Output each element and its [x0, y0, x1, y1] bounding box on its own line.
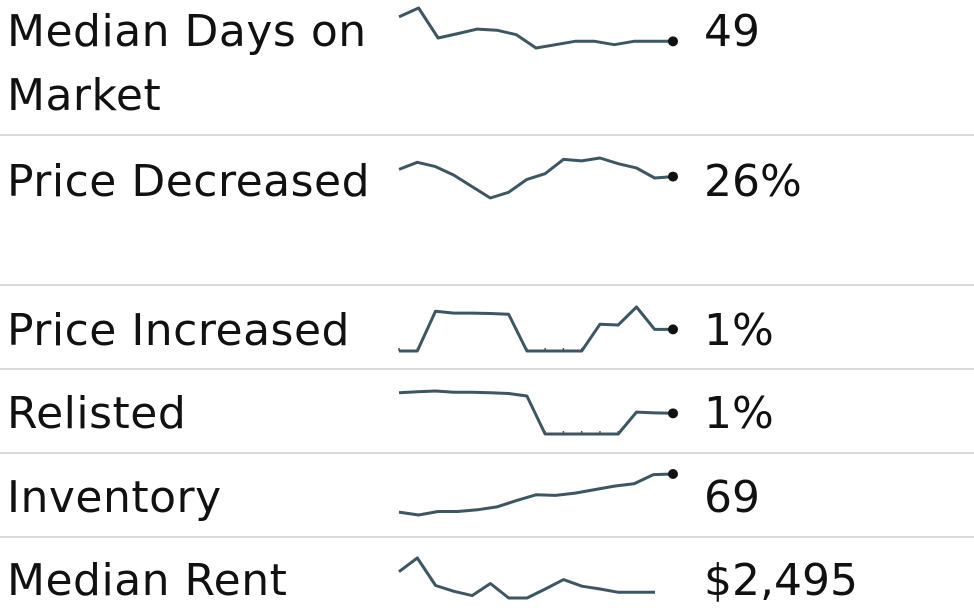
sparkline-end-dot: [668, 324, 678, 335]
sparkline-end-dot: [668, 469, 678, 479]
metric-label: Median Days on Market: [7, 6, 367, 121]
metric-label: Price Decreased: [7, 156, 371, 207]
metric-value: $2,495: [704, 555, 858, 606]
metric-value: 69: [704, 472, 760, 523]
sparkline-series: [398, 556, 655, 600]
metric-label: Price Increased: [7, 305, 350, 356]
metric-value: 1%: [704, 305, 774, 356]
row-divider: [0, 452, 974, 454]
metric-row-price-increased: Price Increased 1%: [0, 286, 974, 368]
row-divider: [0, 284, 974, 286]
metric-row-median-days: Median Days on Market 49: [0, 0, 974, 134]
sparkline-series: [398, 472, 674, 517]
row-divider: [0, 134, 974, 136]
metric-value: 49: [704, 6, 760, 57]
sparkline-end-dot: [668, 171, 678, 182]
sparkline-end-dot: [668, 36, 678, 47]
metric-label: Relisted: [7, 388, 187, 439]
metric-label: Inventory: [7, 472, 222, 523]
sparkline-series: [398, 156, 674, 200]
sparkline-series: [398, 6, 673, 50]
sparkline-series: [399, 305, 673, 353]
sparkline-series: [398, 389, 674, 436]
metric-label: Median Rent: [7, 555, 288, 606]
metric-row-price-decreased: Price Decreased 26%: [0, 136, 974, 284]
sparkline-end-dot: [668, 408, 678, 419]
metric-row-median-rent: Median Rent $2,495: [0, 538, 974, 616]
metric-value: 1%: [704, 388, 774, 439]
metric-value: 26%: [704, 156, 802, 207]
row-divider: [0, 368, 974, 370]
metric-row-inventory: Inventory 69: [0, 454, 974, 536]
metric-row-relisted: Relisted 1%: [0, 370, 974, 452]
row-divider: [0, 536, 974, 538]
